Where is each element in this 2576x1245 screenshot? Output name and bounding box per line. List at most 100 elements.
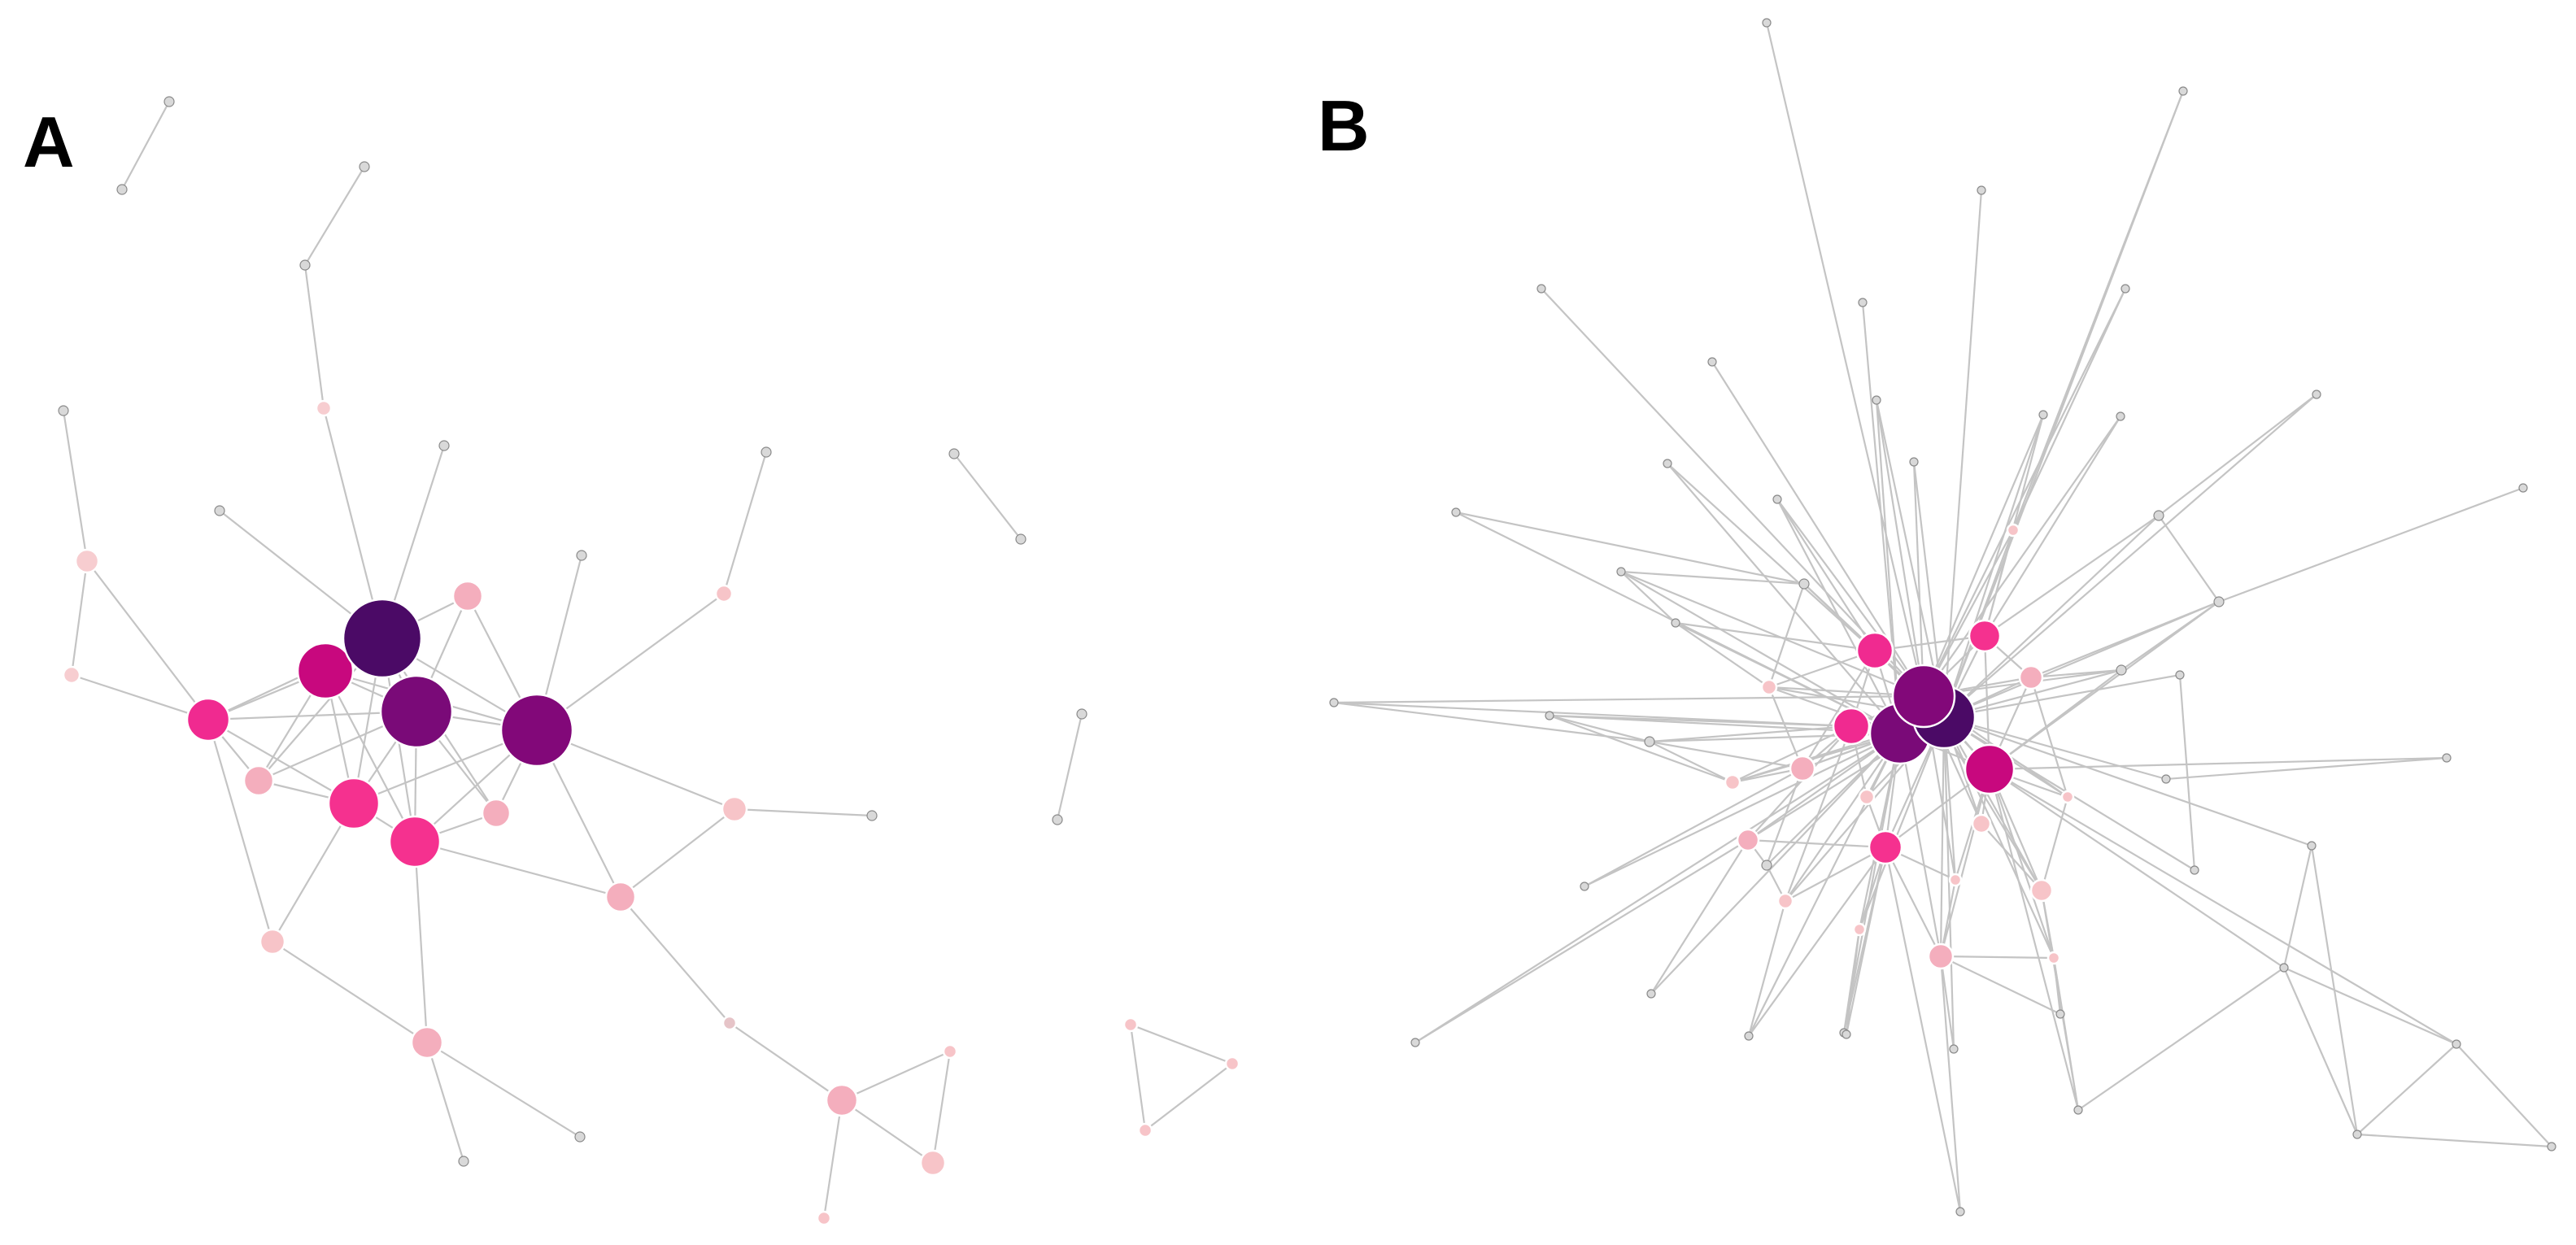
- network-edge: [1747, 838, 1886, 849]
- network-edge: [1650, 839, 1749, 995]
- network-node: [1842, 1030, 1851, 1039]
- network-node: [1852, 922, 1867, 937]
- network-node: [315, 399, 333, 417]
- network-node: [2442, 753, 2452, 763]
- network-edge: [1939, 956, 1962, 1212]
- network-edge: [2030, 600, 2220, 679]
- network-node: [1536, 284, 1546, 294]
- network-edge: [1989, 756, 2447, 771]
- network-node: [327, 777, 381, 830]
- network-edge: [1620, 570, 1805, 585]
- network-node: [2190, 865, 2199, 875]
- network-node: [458, 1156, 469, 1167]
- network-node: [62, 665, 81, 685]
- network-edge: [1650, 733, 1901, 995]
- network-node: [1948, 873, 1963, 887]
- network-edge: [841, 1050, 951, 1102]
- network-edge: [1939, 768, 1991, 957]
- network-edge: [1584, 733, 1901, 887]
- network-edge: [2282, 967, 2359, 1135]
- network-edge: [303, 264, 325, 409]
- network-node: [1964, 743, 2016, 795]
- network-node: [2312, 390, 2321, 399]
- network-edge: [1732, 725, 1852, 783]
- network-edge: [1649, 725, 1852, 743]
- network-edge: [1675, 621, 1876, 652]
- network-node: [721, 1015, 738, 1031]
- network-edge: [304, 166, 365, 266]
- network-edge: [1767, 686, 1804, 769]
- network-node: [2175, 670, 2185, 680]
- network-edge: [1748, 733, 1901, 1037]
- network-node: [1762, 18, 1772, 28]
- network-edge: [2158, 515, 2220, 603]
- network-node: [1122, 1016, 1139, 1033]
- network-node: [2547, 1142, 2556, 1151]
- network-node: [2518, 483, 2528, 493]
- network-node: [481, 798, 512, 829]
- network-node: [410, 1025, 444, 1060]
- network-node: [1855, 631, 1894, 670]
- network-edge: [1940, 955, 2055, 960]
- network-edge: [1884, 847, 1962, 1212]
- network-edge: [86, 560, 209, 720]
- network-node: [1971, 813, 1992, 834]
- network-edge: [2012, 288, 2126, 531]
- network-edge: [413, 841, 429, 1043]
- network-node: [816, 1210, 832, 1226]
- network-edge: [1939, 956, 1955, 1050]
- network-node: [1663, 459, 1672, 468]
- network-edge: [207, 719, 355, 804]
- network-node: [1545, 711, 1554, 720]
- network-node: [438, 440, 450, 451]
- network-node: [2161, 774, 2171, 784]
- network-node: [1224, 1056, 1240, 1072]
- network-edge: [1144, 1063, 1233, 1131]
- network-edge: [1898, 733, 1942, 957]
- network-node: [576, 550, 587, 561]
- network-edge: [2356, 1043, 2457, 1135]
- panel-a-label: A: [23, 102, 75, 182]
- network-edge: [931, 1051, 952, 1164]
- network-node: [825, 1083, 859, 1117]
- network-edge: [2456, 1043, 2552, 1147]
- network-node: [2307, 841, 2317, 851]
- network-node: [1744, 1031, 1754, 1041]
- network-edge: [1939, 716, 1946, 957]
- network-edge: [729, 1022, 843, 1101]
- network-node: [1858, 298, 1868, 307]
- network-node: [1451, 507, 1461, 517]
- network-edge: [734, 808, 873, 817]
- network-edge: [1785, 733, 1901, 902]
- network-edge: [620, 808, 735, 898]
- network-node: [1868, 829, 1903, 865]
- network-edge: [2356, 1133, 2552, 1148]
- network-edge: [1667, 463, 1901, 734]
- network-edge: [1981, 823, 2042, 891]
- network-edge: [207, 719, 274, 942]
- network-edge: [2283, 966, 2457, 1046]
- network-node: [1736, 828, 1760, 852]
- network-node: [499, 693, 574, 768]
- network-edge: [536, 593, 725, 731]
- network-edge: [2178, 674, 2196, 871]
- network-edge: [1747, 725, 1852, 841]
- network-node: [2046, 951, 2061, 965]
- network-node: [296, 642, 355, 700]
- network-edge: [2029, 677, 2069, 798]
- network-edge: [1620, 570, 1924, 698]
- network-edge: [1989, 601, 2220, 770]
- network-node: [2452, 1039, 2461, 1049]
- network-node: [58, 405, 69, 416]
- network-node: [1761, 860, 1772, 871]
- network-edge: [71, 673, 209, 721]
- network-node: [2018, 664, 2044, 690]
- network-node: [342, 598, 423, 679]
- network-edge: [1943, 673, 2181, 719]
- network-edge: [2165, 756, 2447, 781]
- network-edge: [1747, 900, 1787, 1037]
- network-node: [1909, 457, 1919, 467]
- network-edge: [1748, 847, 1886, 1037]
- network-edge: [1845, 929, 1861, 1035]
- network-edge: [620, 896, 730, 1024]
